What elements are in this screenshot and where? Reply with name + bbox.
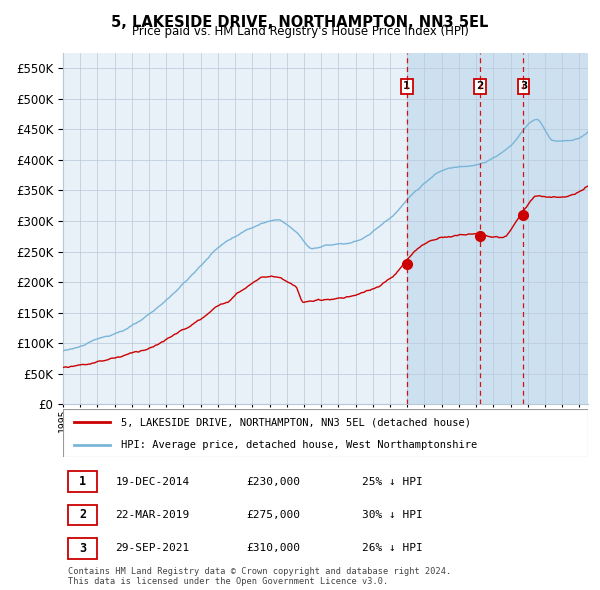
Text: This data is licensed under the Open Government Licence v3.0.: This data is licensed under the Open Gov… (68, 577, 389, 586)
Text: 25% ↓ HPI: 25% ↓ HPI (362, 477, 423, 487)
Bar (68, 471, 97, 492)
Text: 5, LAKESIDE DRIVE, NORTHAMPTON, NN3 5EL (detached house): 5, LAKESIDE DRIVE, NORTHAMPTON, NN3 5EL … (121, 417, 471, 427)
Text: 5, LAKESIDE DRIVE, NORTHAMPTON, NN3 5EL: 5, LAKESIDE DRIVE, NORTHAMPTON, NN3 5EL (112, 15, 488, 30)
Text: HPI: Average price, detached house, West Northamptonshire: HPI: Average price, detached house, West… (121, 440, 477, 450)
Text: 26% ↓ HPI: 26% ↓ HPI (362, 543, 423, 553)
Text: 30% ↓ HPI: 30% ↓ HPI (362, 510, 423, 520)
Text: 3: 3 (520, 81, 527, 91)
Text: 3: 3 (79, 542, 86, 555)
Text: Price paid vs. HM Land Registry's House Price Index (HPI): Price paid vs. HM Land Registry's House … (131, 25, 469, 38)
Text: 29-SEP-2021: 29-SEP-2021 (115, 543, 190, 553)
Text: 19-DEC-2014: 19-DEC-2014 (115, 477, 190, 487)
Text: £275,000: £275,000 (247, 510, 301, 520)
Text: £310,000: £310,000 (247, 543, 301, 553)
Text: Contains HM Land Registry data © Crown copyright and database right 2024.: Contains HM Land Registry data © Crown c… (68, 566, 452, 576)
Bar (407, 53, 593, 404)
Text: 1: 1 (79, 475, 86, 488)
Bar (68, 538, 97, 559)
Text: 2: 2 (79, 509, 86, 522)
Text: 22-MAR-2019: 22-MAR-2019 (115, 510, 190, 520)
Text: 2: 2 (476, 81, 484, 91)
Text: 1: 1 (403, 81, 410, 91)
Bar (68, 504, 97, 525)
Text: £230,000: £230,000 (247, 477, 301, 487)
